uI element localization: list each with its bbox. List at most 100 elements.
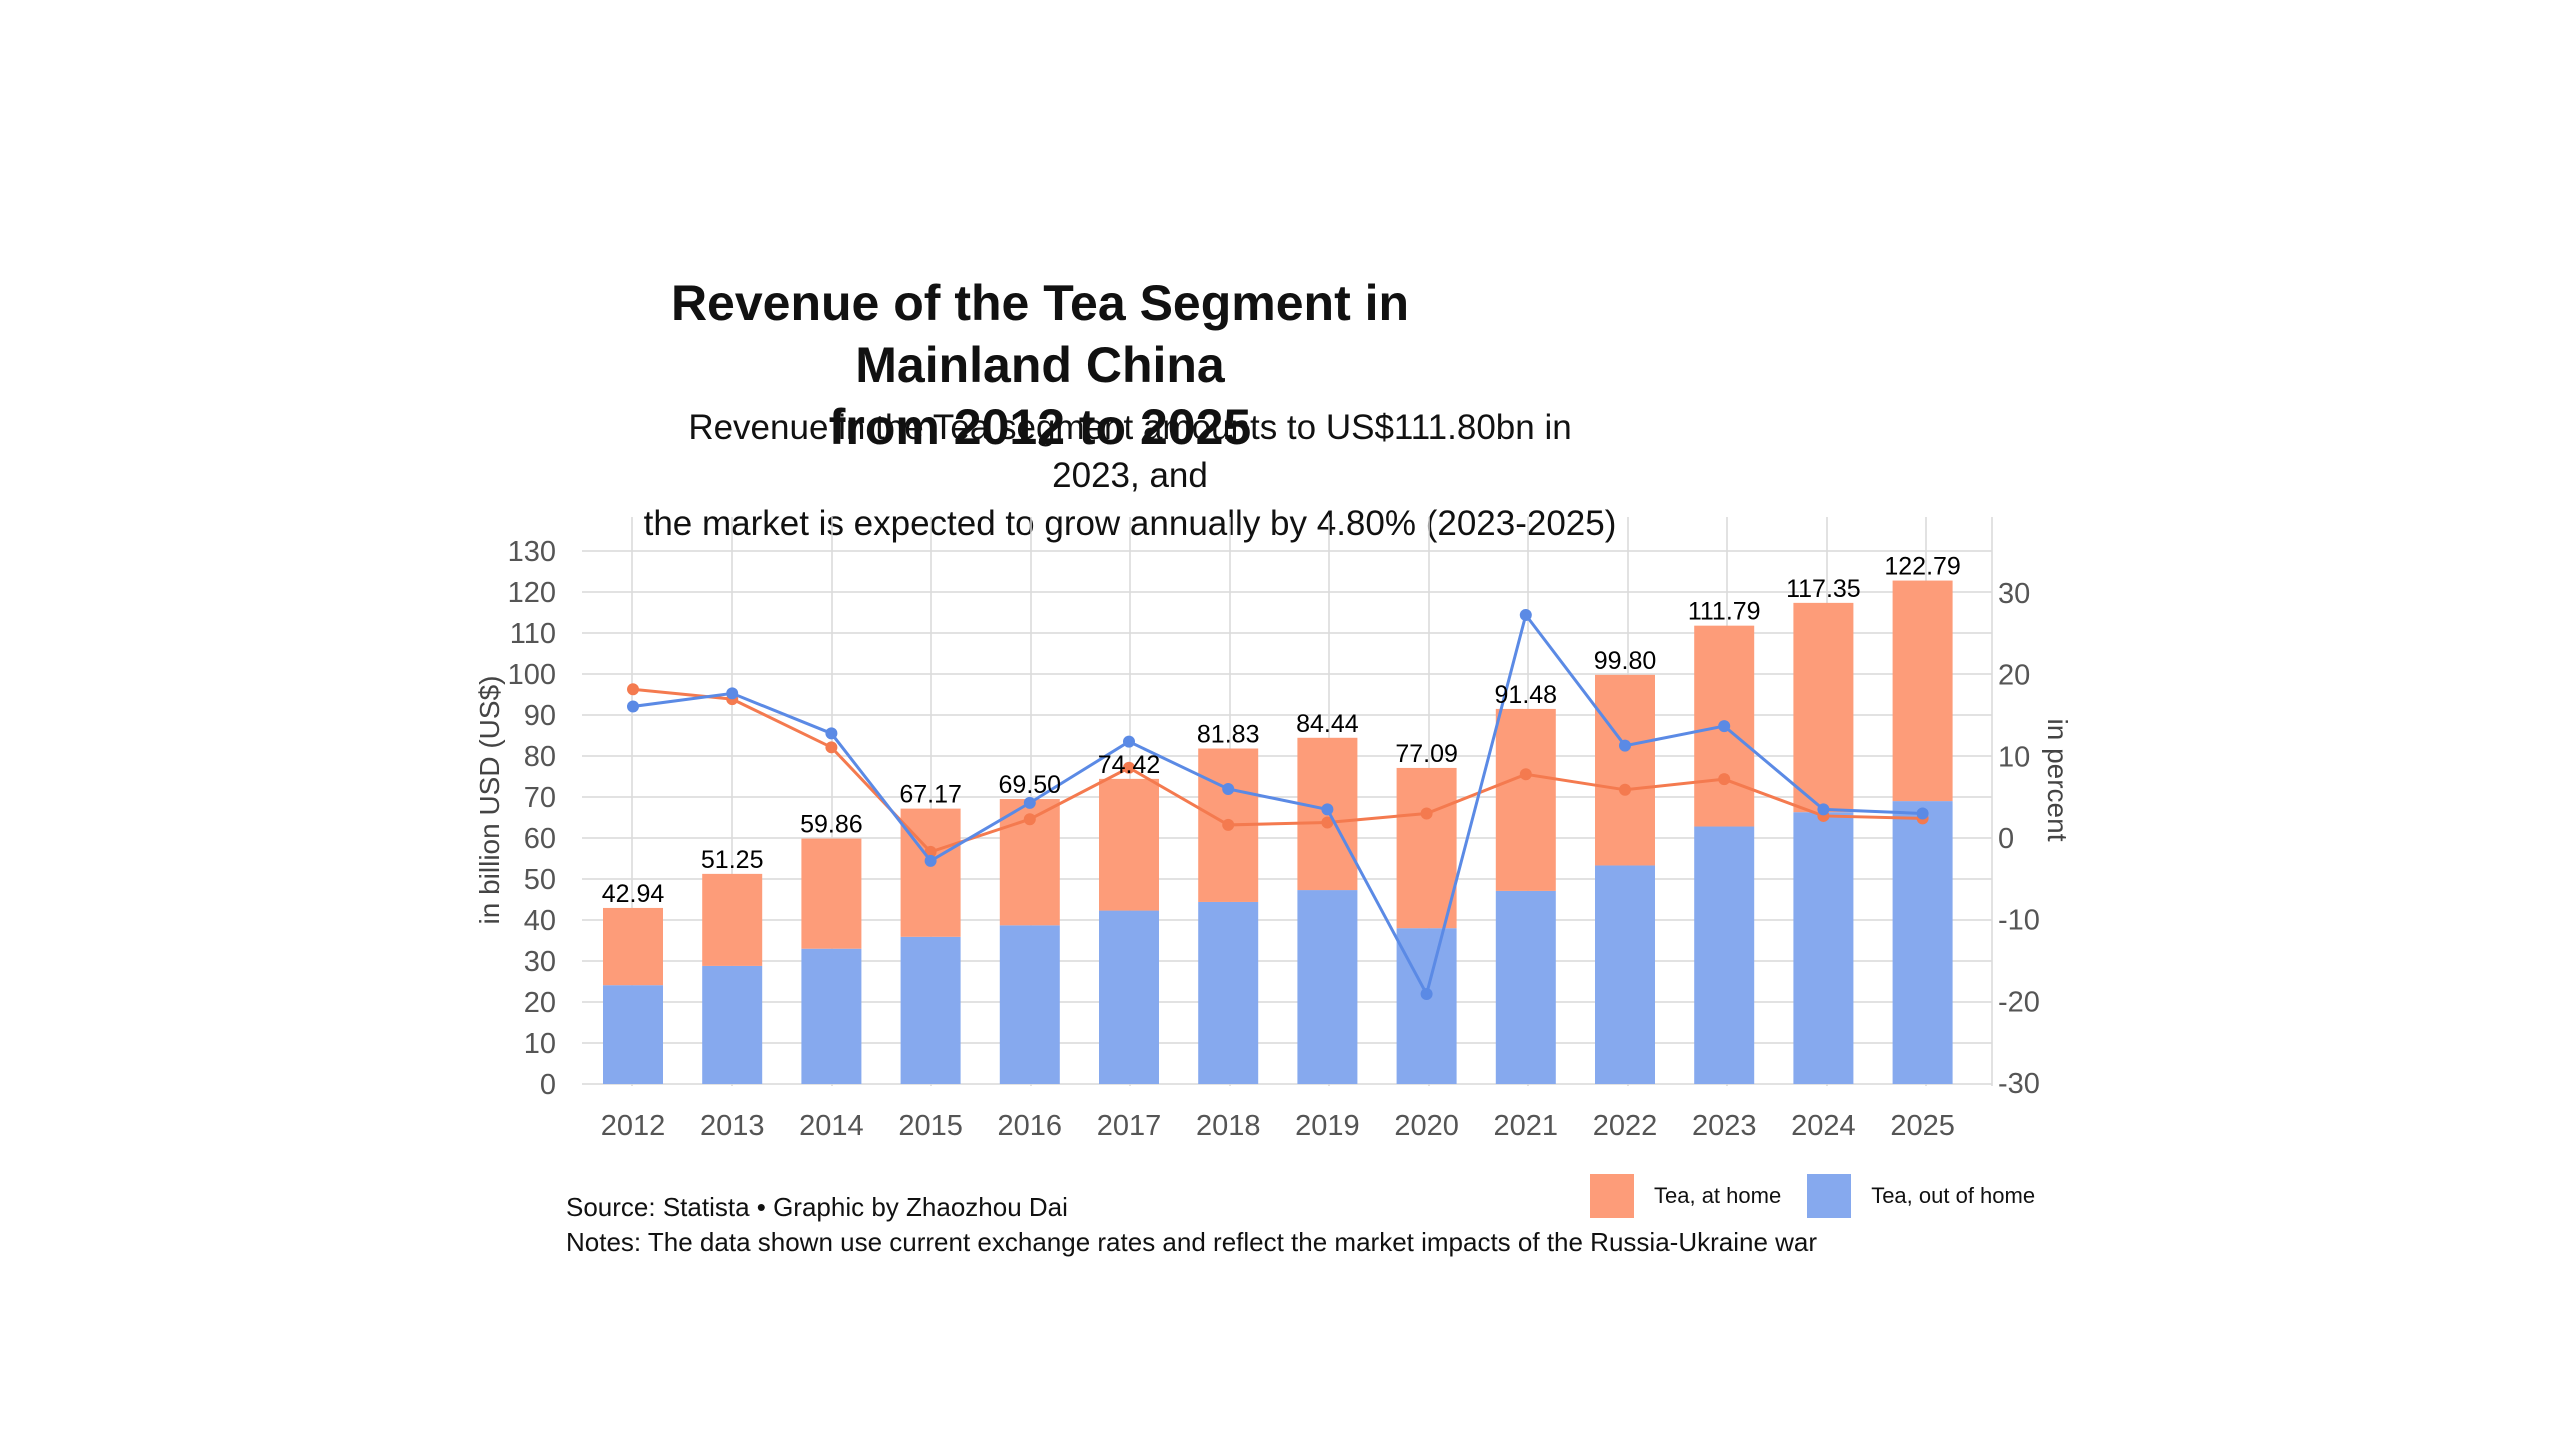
bar-out-of-home	[1396, 928, 1457, 1084]
growth-at-home-point	[1023, 813, 1036, 826]
growth-out-of-home-point	[1519, 608, 1532, 621]
bar-out-of-home	[1793, 812, 1854, 1084]
bar-at-home	[702, 873, 763, 966]
growth-out-of-home-point	[627, 700, 639, 713]
y2-tick-label: 20	[1998, 660, 2030, 692]
chart-title-line-1: Revenue of the Tea Segment in Mainland C…	[670, 275, 1410, 393]
x-tick-label: 2025	[1890, 1110, 1955, 1142]
legend-swatch-at-home	[1590, 1174, 1634, 1218]
growth-out-of-home-point	[1321, 803, 1334, 816]
bar-at-home	[1495, 708, 1556, 891]
y-tick-label: 0	[540, 1069, 556, 1101]
bar-out-of-home	[900, 936, 961, 1084]
bar-out-of-home	[999, 925, 1060, 1084]
x-tick-label: 2013	[700, 1110, 765, 1142]
y2-axis-title: in percent	[2042, 719, 2073, 842]
x-tick-label: 2015	[898, 1110, 963, 1142]
legend: Tea, at home Tea, out of home	[1590, 1174, 2061, 1218]
x-tick-label: 2019	[1295, 1110, 1360, 1142]
growth-at-home-point	[1519, 768, 1532, 781]
bar-out-of-home	[1198, 901, 1259, 1084]
growth-out-of-home-point	[726, 687, 739, 700]
growth-at-home-point	[1222, 818, 1235, 831]
y-tick-label: 10	[524, 1028, 556, 1060]
growth-out-of-home-point	[924, 854, 937, 867]
legend-label-at-home: Tea, at home	[1654, 1183, 1782, 1208]
bar-total-label: 77.09	[1395, 740, 1458, 768]
notes-text: Notes: The data shown use current exchan…	[566, 1227, 1818, 1257]
bar-total-label: 91.48	[1495, 681, 1558, 709]
growth-at-home-point	[627, 683, 639, 696]
bar-out-of-home	[603, 985, 663, 1084]
x-tick-label: 2022	[1593, 1110, 1658, 1142]
bar-total-label: 99.80	[1594, 647, 1657, 675]
bar-total-label: 111.79	[1688, 598, 1761, 626]
bar-total-label: 81.83	[1197, 720, 1260, 748]
x-tick-label: 2021	[1494, 1110, 1559, 1142]
bar-out-of-home	[801, 948, 862, 1084]
bar-total-label: 122.79	[1884, 553, 1960, 581]
bar-total-label: 74.42	[1098, 751, 1161, 779]
growth-at-home-point	[1718, 773, 1731, 786]
x-tick-label: 2023	[1692, 1110, 1757, 1142]
bar-at-home	[603, 907, 663, 986]
chart-title: Revenue of the Tea Segment in Mainland C…	[640, 272, 1440, 458]
y-tick-label: 30	[524, 946, 556, 978]
source-note: Source: Statista • Graphic by Zhaozhou D…	[566, 1190, 1817, 1260]
y2-tick-label: -10	[1998, 905, 2040, 937]
y-tick-label: 50	[524, 864, 556, 896]
y-tick-label: 120	[508, 577, 556, 609]
growth-out-of-home-point	[1420, 988, 1433, 1001]
growth-out-of-home-point	[1023, 796, 1036, 809]
growth-out-of-home-point	[1817, 803, 1830, 816]
x-tick-label: 2020	[1394, 1110, 1459, 1142]
bar-out-of-home	[1595, 865, 1655, 1084]
y2-tick-label: 0	[1998, 823, 2014, 855]
source-text: Source: Statista • Graphic by Zhaozhou D…	[566, 1192, 1068, 1222]
chart-subtitle-line-1: Revenue in the Tea segment amounts to US…	[688, 408, 1572, 495]
growth-at-home-point	[1420, 807, 1433, 820]
bar-total-label: 69.50	[999, 771, 1062, 799]
y2-tick-label: 10	[1998, 741, 2030, 773]
growth-at-home-point	[1619, 783, 1631, 796]
growth-at-home-point	[1123, 761, 1135, 774]
y2-tick-label: -30	[1998, 1068, 2040, 1100]
x-tick-label: 2012	[601, 1110, 666, 1142]
bar-total-label: 51.25	[701, 846, 764, 874]
x-tick-label: 2017	[1097, 1110, 1162, 1142]
bar-total-label: 42.94	[602, 880, 665, 908]
y-tick-label: 90	[524, 700, 556, 732]
chart-title-line-2: from 2012 to 2025	[828, 399, 1252, 455]
x-tick-label: 2024	[1791, 1110, 1856, 1142]
bar-out-of-home	[1892, 801, 1953, 1084]
y-tick-label: 60	[524, 823, 556, 855]
y-tick-label: 130	[508, 536, 556, 568]
growth-out-of-home-point	[1222, 782, 1235, 795]
bar-at-home	[1595, 674, 1655, 866]
bar-out-of-home	[702, 965, 763, 1084]
y-tick-label: 110	[510, 618, 556, 650]
bar-out-of-home	[1099, 910, 1159, 1084]
bar-at-home	[1892, 580, 1953, 802]
legend-swatch-out-of-home	[1807, 1174, 1852, 1218]
y-axis-title: in billion USD (US$)	[474, 676, 505, 925]
growth-out-of-home-point	[1619, 739, 1631, 752]
y-tick-label: 100	[508, 659, 556, 691]
growth-at-home-point	[825, 741, 838, 754]
bar-total-label: 59.86	[800, 811, 863, 839]
bar-total-label: 117.35	[1786, 575, 1861, 603]
growth-out-of-home-point	[1718, 720, 1731, 733]
x-tick-label: 2016	[998, 1110, 1063, 1142]
bar-out-of-home	[1495, 890, 1556, 1084]
y-tick-label: 80	[524, 741, 556, 773]
y-tick-label: 70	[524, 782, 556, 814]
y2-tick-label: -20	[1998, 986, 2040, 1018]
y-tick-label: 20	[524, 987, 556, 1019]
bar-at-home	[1793, 602, 1854, 813]
bar-at-home	[1099, 778, 1159, 911]
growth-out-of-home-line	[632, 611, 1923, 999]
bar-out-of-home	[1694, 826, 1755, 1084]
y2-tick-label: 30	[1998, 578, 2030, 610]
bar-at-home	[801, 838, 862, 949]
